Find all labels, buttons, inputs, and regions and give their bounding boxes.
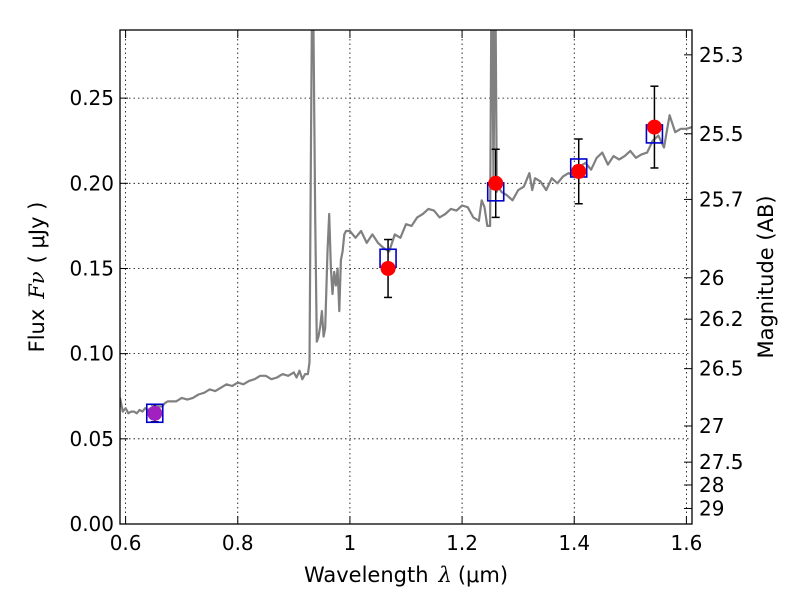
- y2-tick-label: 26.2: [699, 307, 744, 331]
- x-tick-label: 1.6: [670, 531, 702, 555]
- y2-tick-label: 28: [699, 473, 724, 497]
- marker-layer: [145, 85, 664, 424]
- model-spectrum-line: [120, 30, 692, 415]
- y-tick-label: 0.15: [69, 256, 114, 280]
- x-tick-label: 1: [344, 531, 357, 555]
- x-axis-label-unit: (μm): [458, 563, 508, 587]
- y2-tick-label: 29: [699, 496, 724, 520]
- x-tick-label: 1.4: [558, 531, 590, 555]
- y2-tick-label: 25.5: [699, 122, 744, 146]
- y-tick-label: 0.25: [69, 86, 114, 110]
- y-tick-label: 0.05: [69, 427, 114, 451]
- y-tick-label: 0.00: [69, 512, 114, 536]
- x-tick-label: 0.6: [110, 531, 142, 555]
- y-tick-label: 0.20: [69, 171, 114, 195]
- observed-flux-point: [646, 119, 662, 135]
- y2-tick-label: 25.3: [699, 43, 744, 67]
- y2-axis-label: Magnitude (AB): [754, 195, 778, 358]
- plot-background: [120, 30, 692, 524]
- tick-labels: 0.6 0.8 1 1.2 1.4 1.6 0.00 0.05 0.10 0.15 0.20 0.25…: [69, 43, 743, 555]
- x-tick-label: 1.2: [446, 531, 478, 555]
- x-axis-label: Wavelength λ (μm): [304, 563, 508, 587]
- y-tick-label: 0.10: [69, 342, 114, 366]
- y2-tick-label: 26.5: [699, 357, 744, 381]
- y-axis-label-symbol: Fν: [25, 271, 49, 300]
- observed-flux-point: [147, 405, 163, 421]
- x-axis-label-symbol: λ: [438, 563, 452, 587]
- grid-lines: [120, 30, 692, 524]
- observed-flux-point: [488, 175, 504, 191]
- plot-frame: [119, 29, 693, 525]
- x-axis-label-prefix: Wavelength: [304, 563, 429, 587]
- y2-tick-label: 27.5: [699, 450, 744, 474]
- y2-tick-label: 26: [699, 266, 724, 290]
- x-tick-label: 0.8: [222, 531, 254, 555]
- model-flux-square: [145, 403, 164, 424]
- observed-flux-point: [571, 163, 587, 179]
- observed-flux-point: [380, 260, 396, 276]
- y-axis-label: Flux Fν ( μJy ): [25, 202, 49, 353]
- series-layer: [120, 30, 692, 415]
- tick-marks: [120, 30, 692, 525]
- y2-tick-label: 25.7: [699, 187, 744, 211]
- y-axis-label-unit: ( μJy ): [25, 202, 49, 264]
- y-axis-label-prefix: Flux: [25, 309, 49, 353]
- y2-tick-label: 27: [699, 414, 724, 438]
